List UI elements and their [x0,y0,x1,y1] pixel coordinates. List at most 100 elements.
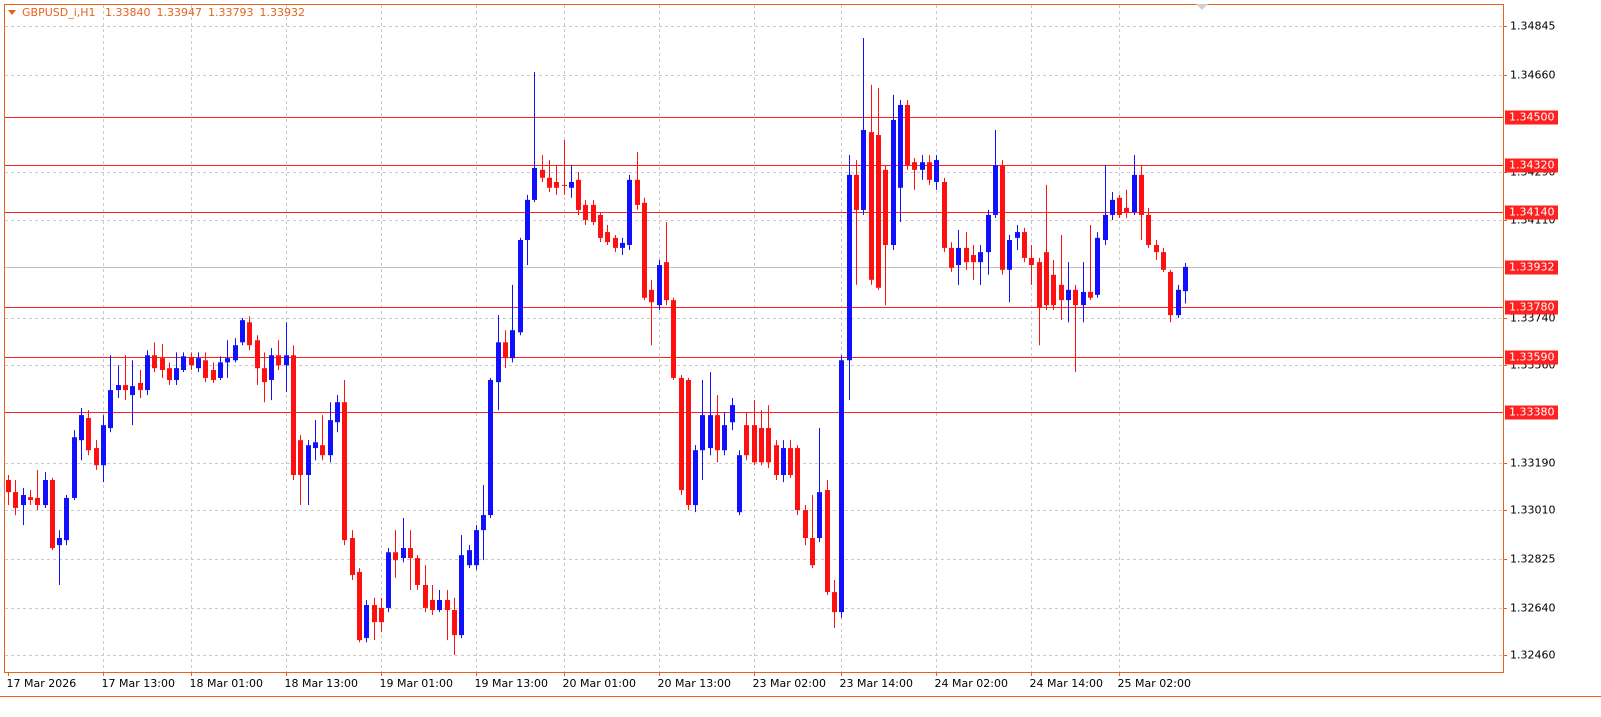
candle-body [320,445,325,456]
candle-body [423,584,428,608]
candle-body [1095,237,1100,295]
candle-body [342,402,347,541]
candle-body [28,497,33,501]
candle-body [218,362,223,378]
x-tick-label: 19 Mar 13:00 [475,677,548,690]
candle-body [1161,252,1166,270]
candle-body [13,492,18,508]
candle-body [1146,214,1151,246]
candle-body [401,548,406,559]
candle-body [445,599,450,611]
x-tick-label: 20 Mar 01:00 [563,677,636,690]
candle-body [108,390,113,429]
candle-body [50,479,55,549]
candle-body [379,607,384,623]
candle-body [686,380,691,506]
candle-body [803,510,808,539]
candle-body [781,448,786,475]
current-price-bg [1505,260,1558,275]
level-label: 1.33380 [1509,406,1555,419]
candle-body [203,360,208,378]
candle-body [123,385,128,391]
header-icon [8,10,16,15]
candle-body [891,119,896,246]
candle-body [971,255,976,263]
candle-body [94,448,99,466]
candle-body [408,548,413,559]
candle-body [774,445,779,475]
candle-body [233,345,238,361]
candle-body [942,181,947,248]
candle-body [978,252,983,263]
candle-body [313,442,318,449]
candle-body [547,177,552,188]
candle-body [393,552,398,561]
axis-layer: 1.348451.346601.342901.341101.337401.335… [7,20,1558,690]
candle-body [269,355,274,381]
x-tick-label: 18 Mar 13:00 [285,677,358,690]
candle-body [613,237,618,248]
candle-body [6,479,11,493]
candle-body [986,214,991,253]
candle-body [1183,266,1188,292]
candle-body [211,370,216,381]
candle-body [160,358,165,371]
candle-body [181,356,186,371]
candle-body [598,214,603,238]
x-tick-label: 25 Mar 02:00 [1118,677,1191,690]
candle-body [21,495,26,506]
candle-body [357,572,362,641]
candle-body [752,425,757,463]
candle-body [562,184,567,186]
candle-body [620,242,625,248]
candle-body [847,174,852,361]
candle-body [1168,271,1173,316]
candle-body [291,355,296,475]
candle-body [1073,289,1078,306]
candle-body [722,425,727,451]
candle-body [255,340,260,369]
candle-body [1139,174,1144,215]
candle-body [430,599,435,611]
header-value: 1.33840 [105,6,151,19]
candle-body [167,368,172,381]
candle-body [825,490,830,593]
level-label-bg [1505,110,1558,125]
candle-body [481,515,486,531]
candle-body [174,368,179,381]
candle-body [452,610,457,636]
x-tick-label: 20 Mar 13:00 [658,677,731,690]
candle-body [64,497,69,541]
candle-body [576,179,581,210]
candle-body [1051,274,1056,306]
candle-body [1037,262,1042,309]
marks-layer [5,37,1503,656]
candle-body [503,342,508,359]
candle-body [437,599,442,611]
candle-body [225,358,230,363]
candle-body [810,538,815,566]
candle-body [1103,214,1108,240]
candle-body [1000,165,1005,270]
level-label-bg [1505,405,1558,420]
candle-body [386,552,391,608]
candle-body [372,605,377,623]
candle-body [540,169,545,178]
candle-body [905,104,910,166]
candle-body [730,405,735,423]
level-label: 1.34320 [1509,159,1555,172]
shift-marker [1196,4,1208,10]
candle-body [1110,199,1115,215]
candle-body [298,440,303,475]
candle-body [1176,289,1181,316]
level-label-bg [1505,205,1558,220]
x-tick-label: 23 Mar 14:00 [840,677,913,690]
candle-body [510,330,515,359]
candle-body [35,497,40,506]
y-tick-label: 1.32825 [1510,553,1556,566]
candle-body [101,425,106,466]
grid-layer [5,5,1503,672]
candle-body [1015,232,1020,238]
